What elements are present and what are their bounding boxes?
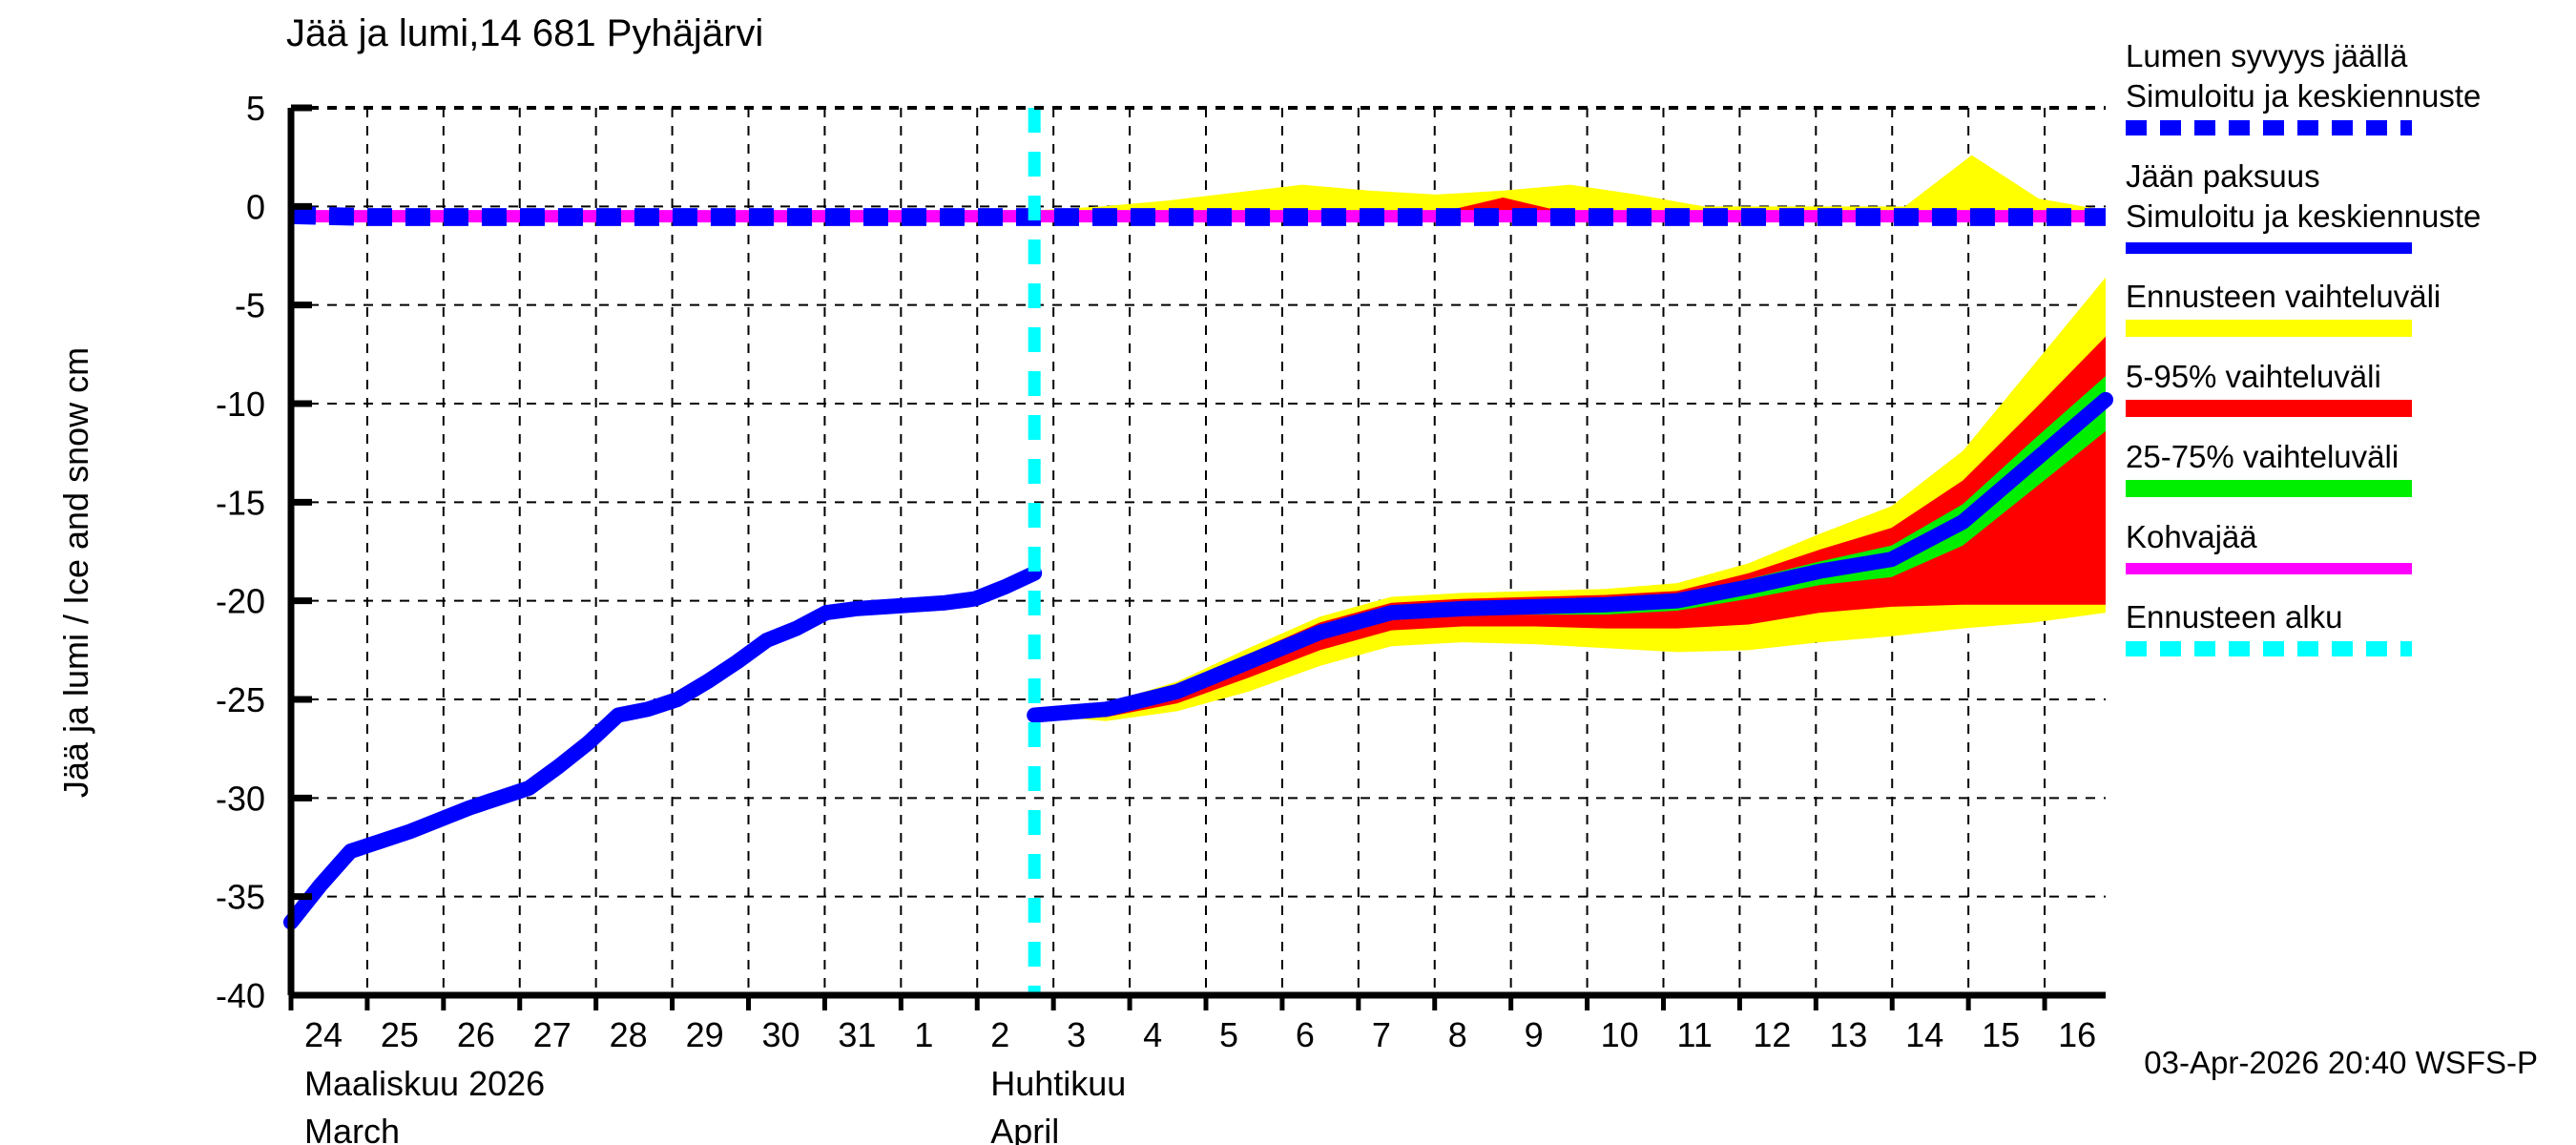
y-tick-label: -35 [216, 878, 265, 917]
x-tick-label: 8 [1448, 1015, 1467, 1054]
band-25-75 [1034, 376, 2106, 716]
x-tick-label: 16 [2058, 1015, 2096, 1054]
x-tick-label: 7 [1372, 1015, 1391, 1054]
y-tick-label: 5 [246, 89, 265, 128]
x-tick-label: 30 [761, 1015, 800, 1054]
x-tick-label: 27 [533, 1015, 571, 1054]
x-axis-month-label-en: April [990, 1112, 1059, 1145]
x-tick-label: 24 [304, 1015, 343, 1054]
y-tick-label: -10 [216, 385, 265, 424]
x-tick-label: 11 [1676, 1015, 1712, 1054]
y-tick-label: 0 [246, 187, 265, 226]
x-axis-ticks: 24 25 26 27 28 29 30 31 1 2 3 4 5 6 7 8 9 10 11 12 13 14 15 16M… [288, 995, 2096, 1145]
x-tick-label: 31 [838, 1015, 876, 1054]
legend-label-ice-thickness: Jään paksuus [2126, 158, 2320, 194]
x-axis-month-label-fi: Maaliskuu 2026 [304, 1064, 545, 1103]
y-tick-label: -30 [216, 779, 265, 818]
legend: Lumen syvyys jäällä Simuloitu ja keskienn… [2126, 38, 2481, 656]
line-ice-thickness-mean-forecast [1027, 391, 2113, 723]
legend-label-range-5-95: 5-95% vaihteluväli [2126, 359, 2381, 394]
x-tick-label: 13 [1829, 1015, 1867, 1054]
y-tick-label: -20 [216, 582, 265, 621]
legend-label-slush-ice: Kohvajää [2126, 519, 2257, 554]
x-tick-label: 6 [1296, 1015, 1315, 1054]
footer-timestamp: 03-Apr-2026 20:40 WSFS-P [2144, 1045, 2538, 1080]
x-axis-month-label-en: March [304, 1112, 400, 1145]
x-tick-label: 25 [381, 1015, 419, 1054]
legend-label-forecast-start: Ennusteen alku [2126, 599, 2343, 635]
x-tick-label: 15 [1982, 1015, 2020, 1054]
x-tick-label: 5 [1219, 1015, 1238, 1054]
x-tick-label: 2 [990, 1015, 1009, 1054]
y-tick-label: -5 [235, 286, 265, 325]
legend-sublabel-ice-thickness: Simuloitu ja keskiennuste [2126, 198, 2481, 234]
band-snow-forecast-range [1034, 155, 2106, 215]
x-tick-label: 3 [1067, 1015, 1086, 1054]
line-snow-depth-lower [290, 211, 2106, 226]
y-axis-ticks: 5 0 -5 -10 -15 -20 -25 -30 -35 -40 [216, 89, 312, 1015]
x-tick-label: 9 [1525, 1015, 1544, 1054]
x-axis-month-label-fi: Huhtikuu [990, 1064, 1126, 1103]
legend-label-forecast-range: Ennusteen vaihteluväli [2126, 279, 2441, 314]
x-tick-label: 29 [686, 1015, 724, 1054]
x-tick-label: 28 [610, 1015, 648, 1054]
y-tick-label: -15 [216, 483, 265, 522]
legend-label-snow-depth-on-ice: Lumen syvyys jäällä [2126, 38, 2408, 73]
legend-sublabel-snow-depth-on-ice: Simuloitu ja keskiennuste [2126, 78, 2481, 114]
page-title: Jää ja lumi,14 681 Pyhäjärvi [286, 12, 763, 54]
y-tick-label: -25 [216, 680, 265, 719]
x-tick-label: 14 [1905, 1015, 1943, 1054]
x-tick-label: 26 [457, 1015, 495, 1054]
y-tick-label: -40 [216, 976, 265, 1015]
x-tick-label: 12 [1753, 1015, 1791, 1054]
line-ice-thickness-simulated [283, 565, 1043, 930]
y-axis-title: Jää ja lumi / Ice and snow cm [56, 347, 95, 798]
x-tick-label: 1 [914, 1015, 933, 1054]
x-tick-label: 4 [1143, 1015, 1162, 1054]
legend-label-range-25-75: 25-75% vaihteluväli [2126, 439, 2399, 474]
x-tick-label: 10 [1601, 1015, 1639, 1054]
